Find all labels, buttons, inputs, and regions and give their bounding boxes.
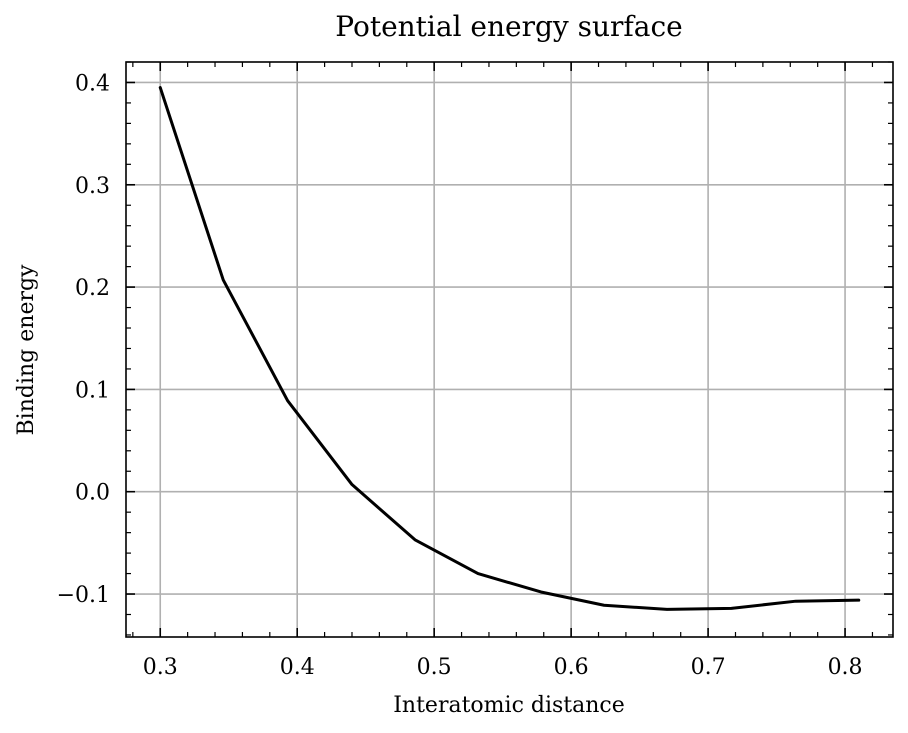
series-line <box>158 86 861 611</box>
y-tick-label: 0.2 <box>75 276 110 301</box>
x-tick-label: 0.6 <box>554 655 589 680</box>
axis-ticks <box>126 61 893 637</box>
x-tick-label: 0.3 <box>143 655 178 680</box>
plot-area-frame <box>125 61 894 638</box>
series-layer <box>158 86 861 611</box>
y-tick-label: −0.1 <box>57 583 110 608</box>
x-tick-label: 0.8 <box>828 655 863 680</box>
y-tick-label: 0.0 <box>75 481 110 506</box>
x-tick-label: 0.4 <box>280 655 315 680</box>
x-axis-tick-labels: 0.3 0.4 0.5 0.6 0.7 0.8 <box>143 655 863 680</box>
chart-title: Potential energy surface <box>335 10 682 43</box>
y-tick-label: 0.3 <box>75 174 110 199</box>
y-tick-label: 0.1 <box>75 378 110 403</box>
y-tick-label: 0.4 <box>75 71 110 96</box>
x-tick-label: 0.7 <box>691 655 726 680</box>
x-axis-label: Interatomic distance <box>393 693 625 718</box>
y-axis-tick-labels: −0.1 0.0 0.1 0.2 0.3 0.4 <box>57 71 110 608</box>
y-axis-label: Binding energy <box>14 264 39 436</box>
grid-lines <box>126 62 893 637</box>
x-tick-label: 0.5 <box>417 655 452 680</box>
